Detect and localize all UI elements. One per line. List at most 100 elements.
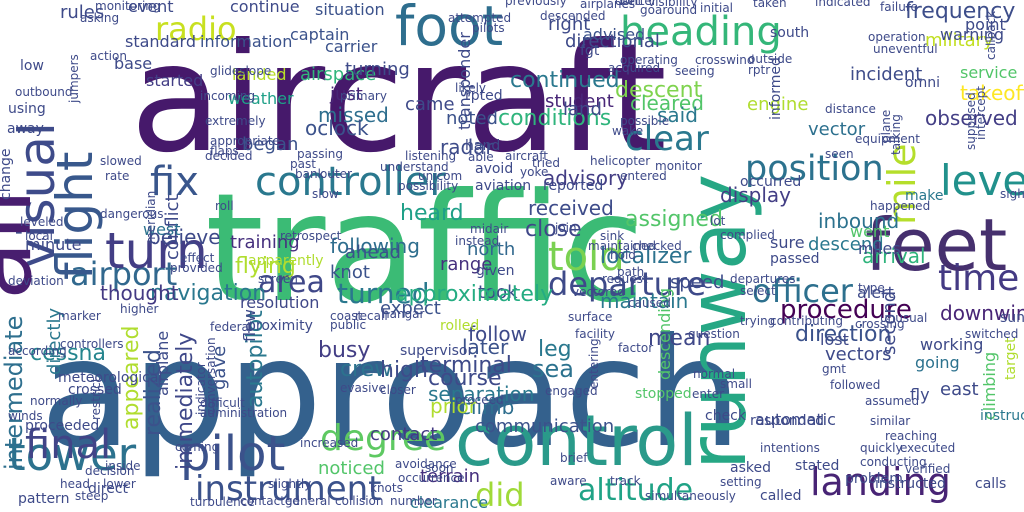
word-complied: complied bbox=[720, 228, 775, 242]
word-direct: direct bbox=[88, 481, 129, 497]
word-time: time bbox=[938, 258, 1019, 299]
word-decision: decision bbox=[85, 464, 134, 478]
word-difficult: difficult bbox=[200, 396, 245, 410]
word-able: able bbox=[468, 150, 494, 164]
word-entering: entering bbox=[587, 338, 601, 389]
word-reported: reported bbox=[543, 178, 603, 194]
word-glideslope: glideslope bbox=[210, 64, 271, 78]
word-radio: radio bbox=[155, 10, 237, 48]
word-airplanes: airplanes bbox=[580, 0, 635, 11]
word-noticed: noticed bbox=[318, 458, 385, 479]
word-midair: midair bbox=[470, 222, 508, 236]
word-course: course bbox=[428, 366, 502, 391]
word-land: land bbox=[563, 99, 602, 120]
word-happened: happened bbox=[870, 199, 930, 213]
word-standard: standard bbox=[125, 32, 196, 51]
word-federal: federal bbox=[210, 320, 252, 334]
word-alert: alert bbox=[857, 283, 894, 302]
word-extremely: extremely bbox=[205, 114, 266, 128]
word-traffic: traffic bbox=[205, 162, 645, 336]
word-type: type bbox=[858, 281, 885, 295]
word-engaged: engaged bbox=[545, 384, 598, 398]
word-public: public bbox=[330, 318, 366, 332]
word-target: target bbox=[1003, 337, 1019, 380]
word-leveled: leveled bbox=[20, 215, 64, 229]
word-oclock: oclock bbox=[305, 116, 369, 140]
word-possible: possible bbox=[620, 114, 669, 128]
word-check: check bbox=[705, 408, 747, 424]
word-omni: omni bbox=[905, 75, 940, 91]
word-callback: callback bbox=[984, 11, 998, 60]
word-coming: coming bbox=[175, 440, 219, 454]
word-high: high bbox=[380, 358, 428, 383]
word-downwind: downwind bbox=[940, 301, 1024, 325]
word-avoidance: avoidance bbox=[395, 457, 457, 471]
word-soon: soon bbox=[425, 461, 454, 475]
word-fix: fix bbox=[150, 159, 199, 205]
word-tower: tower bbox=[8, 428, 137, 481]
word-visibility: visibility bbox=[648, 0, 697, 9]
word-pattern: pattern bbox=[18, 491, 69, 507]
word-unicom: unicom bbox=[418, 169, 462, 183]
word-followed: followed bbox=[830, 378, 880, 392]
word-flight: flight bbox=[46, 152, 104, 280]
word-normally: normally bbox=[30, 394, 82, 408]
word-landed: landed bbox=[232, 65, 287, 84]
word-request: request bbox=[602, 272, 648, 286]
word-informed: informed bbox=[768, 57, 784, 120]
word-using: using bbox=[8, 101, 46, 117]
word-realized: realized bbox=[141, 349, 166, 436]
word-lot: lot bbox=[710, 214, 726, 228]
word-close: close bbox=[525, 217, 582, 242]
word-told: told bbox=[548, 234, 625, 280]
word-passing: passing bbox=[297, 147, 343, 161]
word-controller: controller bbox=[255, 159, 446, 205]
word-sun: sun bbox=[1000, 310, 1024, 326]
word-descend: descend bbox=[808, 234, 884, 255]
word-continue: continue bbox=[230, 0, 300, 16]
word-point: point bbox=[965, 15, 1006, 34]
word-given: given bbox=[476, 263, 515, 279]
word-screen: screen bbox=[258, 272, 298, 286]
word-immediately: immediately bbox=[173, 333, 198, 470]
word-administration: administration bbox=[200, 406, 287, 420]
word-tried: tried bbox=[532, 156, 560, 170]
word-sight: sight bbox=[1000, 187, 1024, 201]
word-reaching: reaching bbox=[885, 429, 937, 443]
word-situation: situation bbox=[315, 0, 385, 19]
word-deviation: deviation bbox=[8, 274, 64, 288]
word-climb: climb bbox=[460, 395, 514, 419]
word-winds: winds bbox=[8, 409, 43, 423]
word-began: began bbox=[242, 134, 298, 155]
word-takeoff: takeoff bbox=[960, 81, 1024, 105]
word-equipment: equipment bbox=[855, 132, 920, 146]
word-resolution: resolution bbox=[240, 293, 319, 312]
word-came: came bbox=[405, 94, 455, 115]
word-likely: likely bbox=[455, 81, 486, 95]
word-conducting: conducting bbox=[860, 455, 927, 469]
word-occurrence: occurrence bbox=[398, 471, 465, 485]
word-airplane: airplane bbox=[153, 331, 172, 396]
word-talking: talking bbox=[889, 114, 903, 155]
word-aware: aware bbox=[550, 474, 587, 488]
word-flying: flying bbox=[235, 254, 296, 279]
word-received: received bbox=[528, 196, 614, 220]
word-approach: approach bbox=[40, 307, 742, 481]
word-pilot: pilot bbox=[180, 426, 285, 482]
word-intercept: intercept bbox=[974, 86, 988, 140]
word-arrival: arrival bbox=[862, 244, 926, 268]
word-descended: descended bbox=[540, 9, 605, 23]
word-continued: continued bbox=[510, 68, 620, 93]
word-officer: officer bbox=[752, 272, 854, 310]
word-runway: runway bbox=[671, 174, 764, 470]
word-crosswind: crosswind bbox=[695, 53, 754, 67]
word-mean: mean bbox=[648, 326, 710, 351]
word-stopped: stopped bbox=[635, 386, 692, 402]
word-uneventful: uneventful bbox=[873, 42, 938, 56]
word-second: second bbox=[879, 291, 900, 355]
word-entered: entered bbox=[620, 169, 667, 183]
word-collision: collision bbox=[335, 494, 383, 508]
word-directional: directional bbox=[565, 31, 660, 52]
word-leg: leg bbox=[538, 337, 572, 362]
word-area: area bbox=[258, 265, 325, 300]
